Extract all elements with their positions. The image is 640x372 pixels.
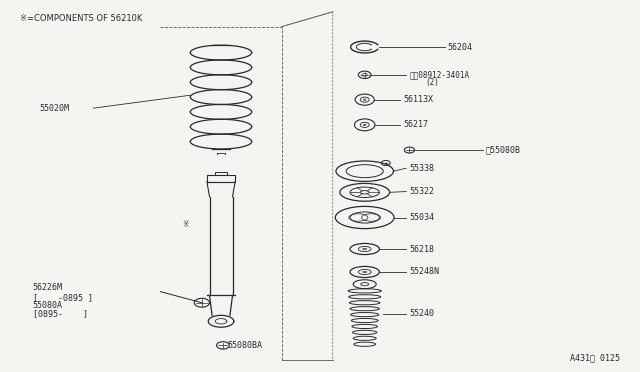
Text: ※: ※ <box>182 221 189 230</box>
Text: 55080BA: 55080BA <box>227 341 262 350</box>
Text: (2): (2) <box>426 78 439 87</box>
Text: 56217: 56217 <box>403 121 428 129</box>
Text: 55322: 55322 <box>410 187 435 196</box>
Text: 56226M: 56226M <box>33 283 63 292</box>
Text: ※55080B: ※55080B <box>486 145 521 154</box>
Text: 56113X: 56113X <box>403 95 433 104</box>
Text: 55080A: 55080A <box>33 301 63 310</box>
Text: ※=COMPONENTS OF 56210K: ※=COMPONENTS OF 56210K <box>20 14 142 23</box>
Text: 55240: 55240 <box>410 310 435 318</box>
Text: [0895-    ]: [0895- ] <box>33 309 88 318</box>
Bar <box>215 172 227 175</box>
Text: 55034: 55034 <box>410 213 435 222</box>
Text: ※ⓝ08912-3401A: ※ⓝ08912-3401A <box>410 70 470 79</box>
Text: 55248N: 55248N <box>410 267 440 276</box>
Text: 55020M: 55020M <box>39 104 69 113</box>
Text: [    -0895 ]: [ -0895 ] <box>33 293 93 302</box>
Text: 56218: 56218 <box>410 244 435 253</box>
Bar <box>207 175 235 182</box>
Text: 56204: 56204 <box>448 42 473 51</box>
Text: 55338: 55338 <box>410 164 435 173</box>
Text: A431※ 0125: A431※ 0125 <box>570 353 620 362</box>
